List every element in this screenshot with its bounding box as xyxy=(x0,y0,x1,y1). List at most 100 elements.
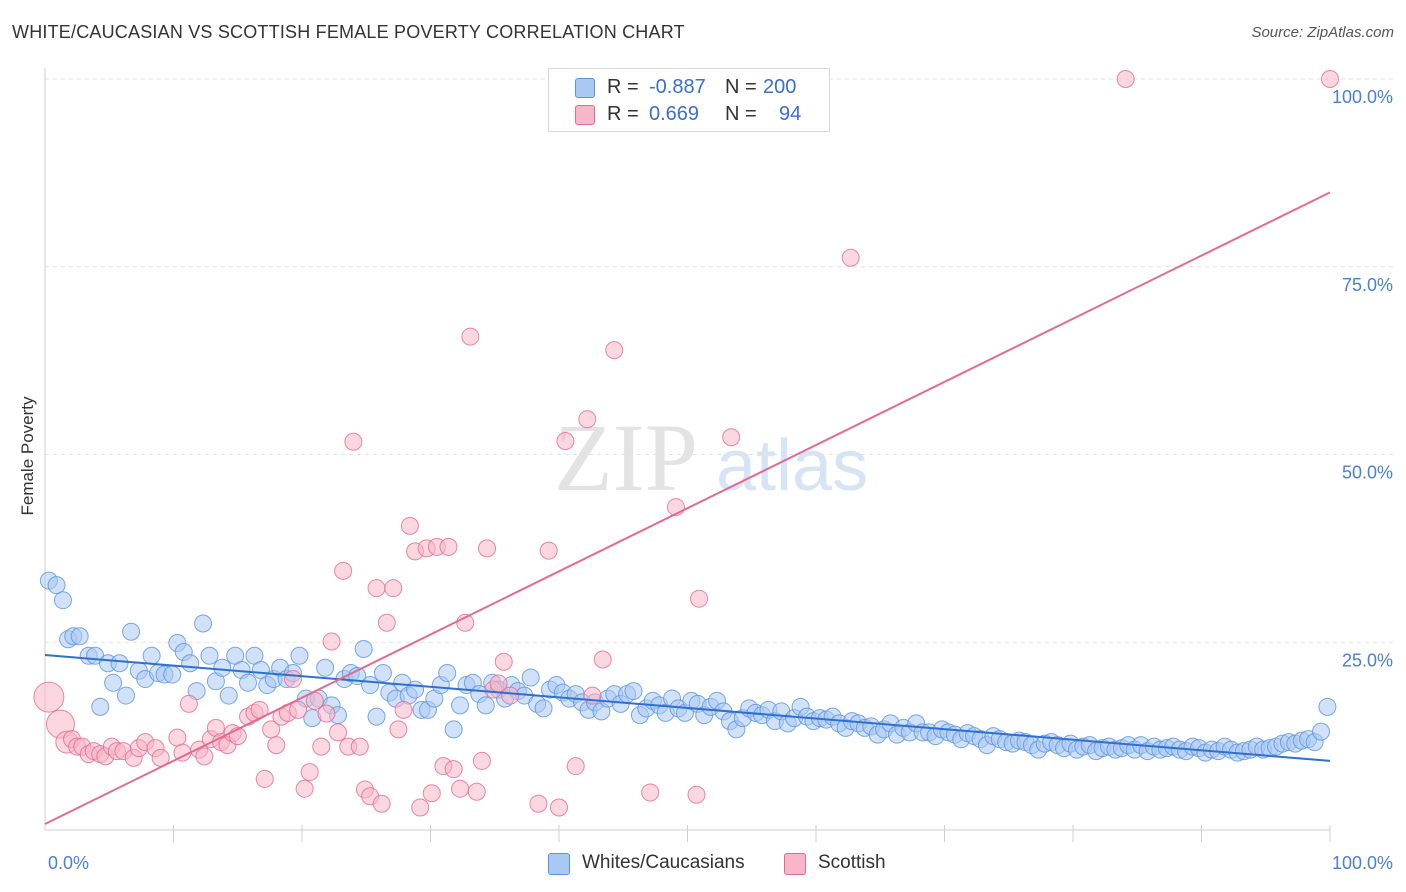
data-point-scottish xyxy=(334,561,353,580)
y-tick-label: 75.0% xyxy=(1342,275,1393,295)
data-point-whites xyxy=(91,697,110,716)
data-point-whites xyxy=(1318,697,1337,716)
data-point-whites xyxy=(104,673,123,692)
data-point-whites xyxy=(251,661,270,680)
data-point-whites xyxy=(122,622,141,641)
data-point-scottish xyxy=(195,747,214,766)
y-tick-label: 50.0% xyxy=(1342,463,1393,483)
trend-line-scottish xyxy=(44,191,1331,825)
data-point-scottish xyxy=(550,798,568,817)
legend-label-scottish: Scottish xyxy=(818,852,886,873)
data-point-scottish xyxy=(367,579,386,598)
data-point-whites xyxy=(438,664,457,683)
source-credit: Source: ZipAtlas.com xyxy=(1251,24,1394,41)
grid-lines xyxy=(45,78,1395,643)
data-point-whites xyxy=(373,664,392,683)
data-point-scottish xyxy=(411,798,430,817)
data-point-scottish xyxy=(566,757,585,776)
data-point-scottish xyxy=(33,681,65,713)
x-tick-label: 100.0% xyxy=(1332,853,1393,873)
data-point-whites xyxy=(444,720,463,739)
data-point-whites xyxy=(53,591,72,610)
data-point-whites xyxy=(213,658,232,677)
legend-label-whites: Whites/Caucasians xyxy=(582,852,745,873)
data-point-scottish xyxy=(377,613,396,632)
data-point-scottish xyxy=(578,410,597,429)
data-point-scottish xyxy=(1116,70,1135,88)
data-point-scottish xyxy=(605,341,624,360)
data-point-scottish xyxy=(168,728,187,747)
data-point-scottish xyxy=(422,784,441,803)
data-point-scottish xyxy=(461,327,480,346)
trend-line-whites xyxy=(44,654,1331,762)
data-point-scottish xyxy=(687,785,706,804)
data-point-scottish xyxy=(539,541,558,560)
legend-swatch-whites xyxy=(548,853,570,875)
data-point-whites xyxy=(70,627,89,646)
data-point-whites xyxy=(451,696,470,715)
data-point-scottish xyxy=(300,763,319,782)
data-point-whites xyxy=(47,576,66,595)
data-point-scottish xyxy=(467,782,486,801)
data-point-scottish xyxy=(841,248,860,267)
stats-n-label: N = xyxy=(725,103,757,125)
data-point-scottish xyxy=(478,539,497,558)
data-point-whites xyxy=(354,640,373,659)
stats-swatch-whites xyxy=(575,78,595,98)
data-point-scottish xyxy=(472,751,491,770)
chart-title: WHITE/CAUCASIAN VS SCOTTISH FEMALE POVER… xyxy=(12,22,685,42)
data-point-scottish xyxy=(1321,70,1339,88)
data-point-whites xyxy=(476,696,495,715)
data-point-whites xyxy=(239,673,258,692)
data-point-whites xyxy=(316,658,335,677)
data-point-scottish xyxy=(529,794,548,813)
data-point-scottish xyxy=(722,428,741,447)
data-point-scottish xyxy=(350,737,369,756)
data-point-scottish xyxy=(394,700,413,719)
data-point-scottish xyxy=(372,794,391,813)
trend-lines xyxy=(44,191,1331,825)
data-point-scottish xyxy=(501,686,520,705)
data-point-whites xyxy=(116,686,135,705)
data-point-scottish xyxy=(400,516,419,535)
data-point-whites xyxy=(142,646,161,665)
data-point-whites xyxy=(290,646,309,665)
stats-r-label: R = xyxy=(607,103,639,125)
data-point-whites xyxy=(361,676,380,695)
data-point-scottish xyxy=(344,432,363,451)
stats-swatch-scottish xyxy=(575,105,595,125)
x-tick-label: 0.0% xyxy=(48,853,89,873)
data-point-scottish xyxy=(641,783,660,802)
data-point-scottish xyxy=(179,694,198,713)
data-point-scottish xyxy=(295,779,314,798)
data-point-scottish xyxy=(328,723,347,742)
data-point-whites xyxy=(200,646,219,665)
data-point-whites xyxy=(406,680,425,699)
data-point-scottish xyxy=(267,736,286,755)
data-point-scottish xyxy=(494,652,513,671)
data-point-scottish xyxy=(444,760,463,779)
data-point-whites xyxy=(367,707,386,726)
data-point-scottish xyxy=(593,650,612,669)
stats-row-scottish: R = 0.669 N = 94 xyxy=(549,102,829,128)
data-point-whites xyxy=(181,654,200,673)
data-point-scottish xyxy=(389,720,408,739)
data-point-whites xyxy=(219,686,238,705)
data-point-whites xyxy=(534,699,553,718)
data-point-scottish xyxy=(451,779,470,798)
stats-row-whites: R = -0.887 N = 200 xyxy=(549,75,829,101)
stats-r-value: -0.887 xyxy=(649,76,706,98)
watermark: ZIP atlas xyxy=(554,404,868,511)
y-tick-label: 25.0% xyxy=(1342,650,1393,670)
data-point-scottish xyxy=(289,700,308,719)
data-point-scottish xyxy=(322,632,341,651)
stats-n-value: 200 xyxy=(763,76,797,98)
data-point-scottish xyxy=(312,737,331,756)
data-point-scottish xyxy=(690,589,709,608)
data-point-whites xyxy=(521,668,540,687)
stats-r-label: R = xyxy=(607,76,639,98)
y-tick-label: 100.0% xyxy=(1332,87,1393,107)
data-point-whites xyxy=(1312,722,1331,741)
legend: Whites/Caucasians Scottish xyxy=(0,850,1406,878)
